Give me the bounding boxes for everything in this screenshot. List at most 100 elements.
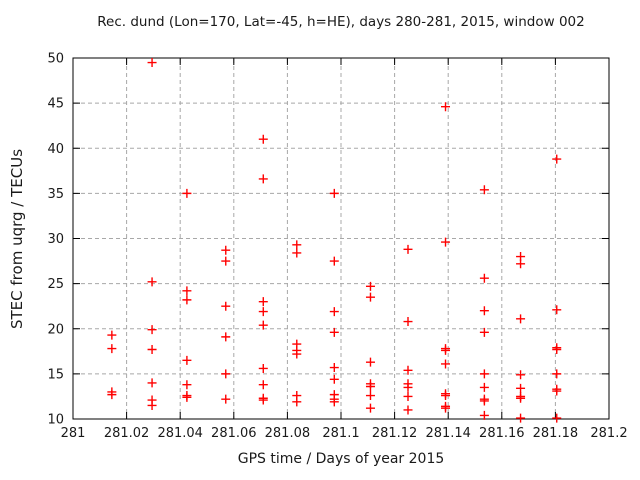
data-point-marker [258,174,268,184]
data-point-marker [292,349,302,359]
data-point-marker [258,307,268,317]
data-point-marker [147,378,157,388]
x-tick-label: 281.12 [372,426,418,441]
data-point-marker [258,380,268,390]
data-point-marker [329,188,339,198]
data-point-marker [147,58,157,68]
data-point-marker [365,403,375,413]
data-point-marker [403,317,413,327]
y-tick-label: 15 [47,367,64,382]
data-point-marker [441,237,451,247]
data-point-marker [479,396,489,406]
x-tick-label: 281.18 [533,426,579,441]
data-point-marker [552,386,562,396]
data-point-marker [552,305,562,315]
data-point-marker [516,314,526,324]
y-tick-label: 40 [47,142,64,157]
data-point-marker [221,369,231,379]
x-tick-label: 281.1 [322,426,359,441]
data-point-marker [329,363,339,373]
data-point-marker [403,382,413,392]
x-tick-label: 281.02 [104,426,150,441]
data-point-marker [479,369,489,379]
data-point-marker [403,391,413,401]
y-tick-label: 35 [47,187,64,202]
data-point-marker [365,292,375,302]
data-point-marker [365,382,375,392]
data-point-marker [516,259,526,269]
data-point-marker [329,374,339,384]
data-point-marker [258,320,268,330]
y-tick-label: 45 [47,97,64,112]
data-point-marker [221,301,231,311]
data-point-marker [182,286,192,296]
data-point-marker [365,357,375,367]
data-point-marker [516,370,526,380]
data-point-marker [292,248,302,258]
data-point-marker [107,344,117,354]
y-tick-label: 30 [47,232,64,247]
data-point-marker [107,330,117,340]
data-point-marker [552,413,562,423]
data-point-marker [182,380,192,390]
data-point-marker [107,390,117,400]
data-point-marker [516,383,526,393]
chart-title: Rec. dund (Lon=170, Lat=-45, h=HE), days… [97,14,585,30]
data-point-marker [441,403,451,413]
data-point-marker [403,244,413,254]
data-point-marker [292,397,302,407]
data-point-marker [479,382,489,392]
data-point-marker [479,410,489,420]
x-tick-label: 281.08 [265,426,311,441]
data-point-marker [552,154,562,164]
data-point-marker [441,345,451,355]
data-point-marker [182,355,192,365]
data-point-marker [365,391,375,401]
data-point-marker [258,297,268,307]
data-point-marker [365,281,375,291]
data-point-marker [479,273,489,283]
data-point-marker [258,395,268,405]
data-point-marker [516,413,526,423]
data-point-marker [329,327,339,337]
data-point-marker [147,400,157,410]
data-point-marker [147,325,157,335]
data-point-marker [516,393,526,403]
data-point-marker [329,307,339,317]
data-point-marker [479,185,489,195]
data-point-marker [221,332,231,342]
data-point-marker [292,240,302,250]
x-tick-label: 281.06 [211,426,257,441]
data-point-marker [147,345,157,355]
y-tick-label: 20 [47,322,64,337]
data-point-marker [329,397,339,407]
data-point-marker [479,306,489,316]
x-axis-title: GPS time / Days of year 2015 [237,451,445,467]
data-point-marker [182,295,192,305]
x-tick-label: 281 [61,426,86,441]
x-tick-label: 281.14 [425,426,471,441]
y-tick-label: 10 [47,413,64,428]
data-point-marker [441,391,451,401]
x-tick-label: 281.2 [590,426,627,441]
data-point-marker [552,369,562,379]
data-point-marker [403,365,413,375]
data-point-marker [258,134,268,144]
data-point-marker [182,188,192,198]
data-point-marker [329,256,339,266]
data-point-marker [182,392,192,402]
data-point-marker [479,327,489,337]
data-point-marker [552,345,562,355]
y-tick-label: 25 [47,277,64,292]
data-point-marker [147,277,157,287]
data-point-marker [221,256,231,266]
data-point-marker [441,359,451,369]
data-point-marker [221,394,231,404]
data-point-marker [403,405,413,415]
y-tick-label: 50 [47,52,64,67]
x-tick-label: 281.04 [157,426,203,441]
data-point-marker [221,245,231,255]
data-point-marker [441,102,451,112]
